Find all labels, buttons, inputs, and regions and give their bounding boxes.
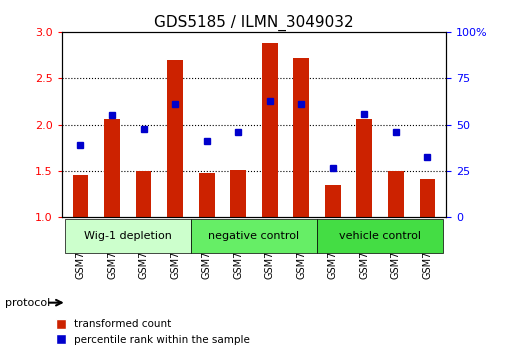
Bar (73, 175, 88, 217)
Text: vehicle control: vehicle control (339, 231, 421, 241)
Title: GDS5185 / ILMN_3049032: GDS5185 / ILMN_3049032 (154, 14, 354, 30)
FancyBboxPatch shape (317, 219, 443, 253)
Bar (230, 170, 246, 217)
FancyBboxPatch shape (65, 219, 191, 253)
Text: negative control: negative control (208, 231, 300, 241)
Text: protocol: protocol (5, 298, 50, 308)
Text: Wig-1 depletion: Wig-1 depletion (84, 231, 172, 241)
FancyBboxPatch shape (191, 219, 317, 253)
Bar (104, 119, 120, 217)
Bar (135, 171, 151, 217)
Bar (199, 173, 214, 217)
Legend: transformed count, percentile rank within the sample: transformed count, percentile rank withi… (46, 315, 254, 349)
Bar (357, 119, 372, 217)
Bar (420, 179, 435, 217)
Bar (293, 58, 309, 217)
Bar (262, 43, 278, 217)
Bar (388, 171, 404, 217)
Bar (325, 185, 341, 217)
Bar (167, 60, 183, 217)
